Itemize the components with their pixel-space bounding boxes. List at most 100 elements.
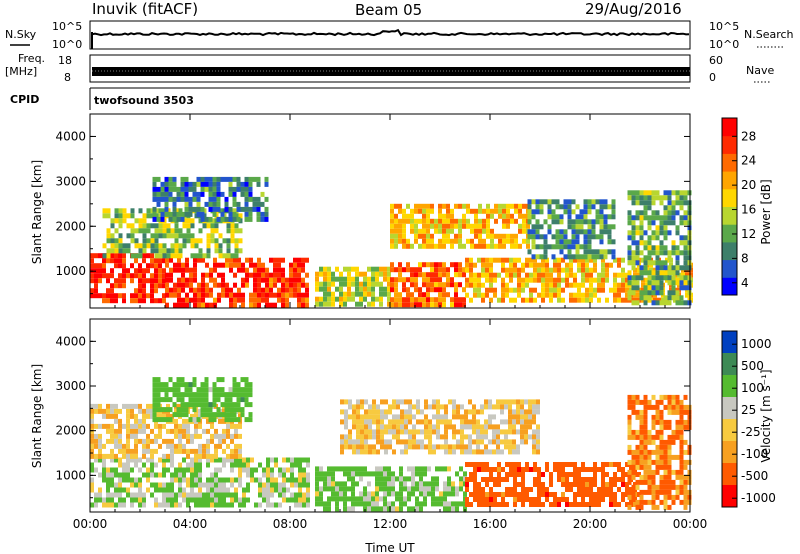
- echo-cell: [398, 292, 402, 298]
- echo-cell: [482, 228, 486, 234]
- echo-cell: [458, 282, 462, 288]
- echo-cell: [165, 292, 169, 298]
- echo-cell: [553, 462, 557, 467]
- echo-cell: [593, 262, 597, 268]
- echo-cell: [399, 481, 403, 487]
- echo-cell: [410, 277, 414, 283]
- echo-cell: [525, 497, 529, 502]
- echo-cell: [500, 409, 504, 415]
- echo-cell: [186, 223, 191, 229]
- echo-cell: [667, 200, 672, 206]
- echo-cell: [422, 238, 426, 244]
- echo-cell: [395, 476, 399, 482]
- echo-cell: [647, 250, 652, 256]
- echo-cell: [500, 449, 504, 455]
- echo-cell: [319, 286, 323, 292]
- echo-cell: [391, 481, 395, 487]
- echo-cell: [655, 250, 660, 256]
- echo-cell: [655, 504, 660, 510]
- echo-cell: [627, 245, 632, 251]
- echo-cell: [663, 404, 668, 410]
- echo-cell: [561, 267, 565, 273]
- echo-cell: [209, 267, 213, 273]
- echo-cell: [182, 477, 186, 483]
- echo-cell: [368, 444, 372, 450]
- nsky-label: N.Sky: [5, 28, 37, 41]
- echo-cell: [406, 287, 410, 293]
- echo-cell: [472, 424, 476, 430]
- echo-cell: [426, 203, 430, 209]
- echo-cell: [485, 277, 489, 283]
- echo-cell: [474, 243, 478, 249]
- echo-cell: [204, 392, 209, 398]
- echo-cell: [367, 281, 371, 287]
- echo-cell: [659, 434, 664, 440]
- echo-cell: [106, 298, 110, 304]
- echo-cell: [168, 417, 173, 423]
- colorbar-tick-label: -100: [741, 447, 768, 461]
- echo-cell: [583, 254, 588, 260]
- echo-cell: [627, 399, 632, 405]
- echo-cell: [177, 297, 181, 303]
- echo-cell: [621, 267, 625, 273]
- echo-cell: [625, 502, 629, 507]
- echo-cell: [671, 469, 676, 475]
- echo-cell: [609, 497, 613, 502]
- echo-cell: [428, 439, 432, 445]
- echo-cell: [545, 497, 549, 502]
- echo-cell: [371, 491, 375, 497]
- echo-cell: [631, 459, 636, 465]
- echo-cell: [114, 433, 118, 439]
- echo-cell: [513, 477, 517, 482]
- echo-cell: [390, 238, 394, 244]
- echo-cell: [400, 409, 404, 415]
- echo-cell: [138, 502, 142, 508]
- echo-cell: [383, 481, 387, 487]
- echo-cell: [226, 228, 231, 234]
- echo-cell: [493, 482, 497, 487]
- echo-cell: [186, 462, 190, 468]
- echo-cell: [233, 282, 237, 288]
- echo-cell: [524, 439, 528, 445]
- echo-cell: [94, 433, 98, 439]
- echo-cell: [122, 453, 126, 459]
- echo-cell: [603, 199, 608, 205]
- echo-cell: [571, 254, 576, 260]
- echo-cell: [340, 419, 344, 425]
- nsearch-label: N.Search: [744, 28, 794, 41]
- echo-cell: [298, 502, 302, 508]
- echo-cell: [180, 196, 185, 202]
- echo-cell: [573, 492, 577, 497]
- echo-cell: [351, 491, 355, 497]
- echo-cell: [156, 216, 161, 222]
- echo-cell: [436, 414, 440, 420]
- echo-cell: [446, 292, 450, 298]
- echo-cell: [347, 281, 351, 287]
- echo-cell: [469, 282, 473, 288]
- echo-cell: [651, 504, 656, 510]
- echo-cell: [436, 424, 440, 430]
- echo-cell: [270, 482, 274, 488]
- echo-cell: [360, 399, 364, 405]
- echo-cell: [403, 496, 407, 502]
- echo-cell: [659, 215, 664, 221]
- echo-cell: [182, 418, 186, 424]
- echo-cell: [253, 267, 257, 273]
- echo-cell: [675, 429, 680, 435]
- echo-cell: [428, 404, 432, 410]
- echo-cell: [422, 228, 426, 234]
- echo-cell: [344, 399, 348, 405]
- echo-cell: [635, 434, 640, 440]
- echo-cell: [202, 453, 206, 459]
- echo-cell: [184, 191, 189, 197]
- echo-cell: [424, 434, 428, 440]
- echo-cell: [348, 399, 352, 405]
- echo-cell: [319, 501, 323, 507]
- echo-cell: [190, 462, 194, 468]
- echo-cell: [605, 472, 609, 477]
- echo-cell: [352, 444, 356, 450]
- echo-cell: [659, 479, 664, 485]
- echo-cell: [655, 275, 660, 281]
- echo-cell: [226, 457, 230, 463]
- echo-cell: [442, 292, 446, 298]
